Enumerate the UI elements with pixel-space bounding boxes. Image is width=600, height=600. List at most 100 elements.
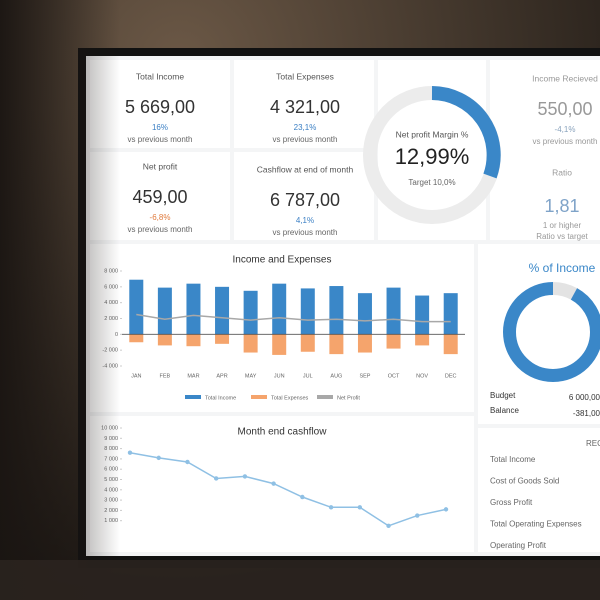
card bbox=[234, 60, 374, 148]
x-tick-label: SEP bbox=[359, 373, 370, 379]
legend-label: Net Profit bbox=[337, 395, 360, 401]
card bbox=[478, 428, 600, 552]
x-tick-label: MAR bbox=[187, 373, 199, 379]
kpi-change: -4,1% bbox=[555, 125, 576, 134]
legend-swatch bbox=[185, 395, 201, 399]
x-tick-label: NOV bbox=[416, 373, 428, 379]
kpi-value: 459,00 bbox=[132, 187, 187, 207]
bar bbox=[129, 279, 144, 335]
kpi-note: vs previous month bbox=[128, 225, 193, 234]
bar bbox=[357, 334, 372, 353]
legend-label: Total Income bbox=[205, 395, 236, 401]
report-row: Total Income bbox=[490, 455, 536, 464]
kpi-value: 4 321,00 bbox=[270, 97, 340, 117]
report-title: REC bbox=[586, 439, 600, 448]
bar bbox=[386, 287, 401, 335]
kpi-label: Total Income bbox=[136, 71, 184, 81]
kpi-value: 550,00 bbox=[537, 99, 592, 119]
ratio-label: Ratio bbox=[552, 167, 572, 177]
kpi-label: Cashflow at end of month bbox=[257, 164, 354, 174]
foreground-blur bbox=[0, 0, 120, 600]
kpi-group: Total Income 5 669,00 16% vs previous month… bbox=[125, 71, 598, 237]
card bbox=[234, 152, 374, 240]
kpi-value: 5 669,00 bbox=[125, 97, 195, 117]
legend-swatch bbox=[251, 395, 267, 399]
bar bbox=[329, 334, 344, 355]
kpi-note: vs previous month bbox=[273, 228, 338, 237]
report-row: Cost of Goods Sold bbox=[490, 477, 559, 486]
kpi-label: Income Recieved bbox=[532, 73, 598, 83]
x-tick-label: JAN bbox=[131, 373, 141, 379]
x-tick-label: AUG bbox=[330, 373, 342, 379]
bar bbox=[443, 293, 458, 335]
kpi-change: 4,1% bbox=[296, 216, 314, 225]
bar bbox=[243, 290, 258, 335]
budget-value: 6 000,00 bbox=[569, 393, 600, 402]
kpi-change: -6,8% bbox=[150, 213, 171, 222]
bar bbox=[157, 334, 172, 346]
x-tick-label: JUN bbox=[274, 373, 285, 379]
point bbox=[443, 507, 449, 512]
bar bbox=[186, 283, 201, 335]
gauge-target: Target 10,0% bbox=[408, 178, 455, 187]
point bbox=[185, 459, 190, 465]
bar bbox=[186, 334, 201, 347]
bar bbox=[357, 293, 372, 335]
bar bbox=[215, 286, 230, 335]
balance-value: -381,00 bbox=[573, 409, 600, 418]
chart-title: Month end cashflow bbox=[238, 427, 328, 438]
point bbox=[271, 481, 276, 486]
point bbox=[300, 494, 305, 500]
report-row: Total Operating Expenses bbox=[490, 520, 582, 529]
bar bbox=[415, 334, 430, 346]
point bbox=[127, 450, 133, 455]
legend-swatch bbox=[317, 395, 333, 399]
bar bbox=[386, 334, 401, 349]
bar bbox=[215, 334, 230, 344]
x-tick-label: DEC bbox=[445, 373, 457, 379]
line bbox=[136, 313, 451, 323]
desk bbox=[0, 560, 600, 600]
ratio-note: 1 or higher bbox=[543, 221, 582, 230]
point bbox=[386, 523, 391, 529]
kpi-label: Net profit bbox=[143, 161, 178, 171]
x-tick-label: JUL bbox=[303, 373, 313, 379]
budget-label: Budget bbox=[490, 391, 516, 400]
donut-segment bbox=[503, 282, 600, 382]
bar bbox=[415, 295, 430, 335]
ratio-note: Ratio vs target bbox=[536, 232, 588, 241]
point bbox=[156, 455, 161, 461]
kpi-note: vs previous month bbox=[128, 135, 193, 144]
bar bbox=[300, 334, 315, 352]
chart-title: % of Income bbox=[529, 261, 596, 275]
line bbox=[129, 451, 447, 527]
card bbox=[490, 60, 600, 240]
point bbox=[357, 505, 363, 510]
kpi-change: 16% bbox=[152, 123, 168, 132]
kpi-note: vs previous month bbox=[533, 137, 598, 146]
report: Total Income Cost of Goods Sold Gross Prof… bbox=[490, 455, 582, 550]
bar bbox=[157, 287, 172, 335]
bar bbox=[329, 286, 344, 335]
ratio-value: 1,81 bbox=[544, 196, 579, 216]
x-tick-label: APR bbox=[216, 373, 227, 379]
x-tick-label: MAY bbox=[245, 373, 257, 379]
card bbox=[478, 244, 600, 424]
bar bbox=[272, 334, 287, 355]
bar bbox=[443, 334, 458, 355]
legend-label: Total Expenses bbox=[271, 395, 309, 401]
point bbox=[242, 474, 248, 479]
gauge-label: Net profit Margin % bbox=[396, 129, 469, 139]
bar bbox=[243, 334, 258, 353]
chart-title: Income and Expenses bbox=[233, 255, 332, 266]
bar bbox=[300, 288, 315, 335]
report-row: Gross Profit bbox=[490, 498, 533, 507]
gauge-value: 12,99% bbox=[395, 144, 470, 169]
balance-label: Balance bbox=[490, 406, 519, 415]
kpi-value: 6 787,00 bbox=[270, 190, 340, 210]
kpi-label: Total Expenses bbox=[276, 71, 334, 81]
point bbox=[328, 505, 334, 510]
bar bbox=[272, 283, 287, 335]
